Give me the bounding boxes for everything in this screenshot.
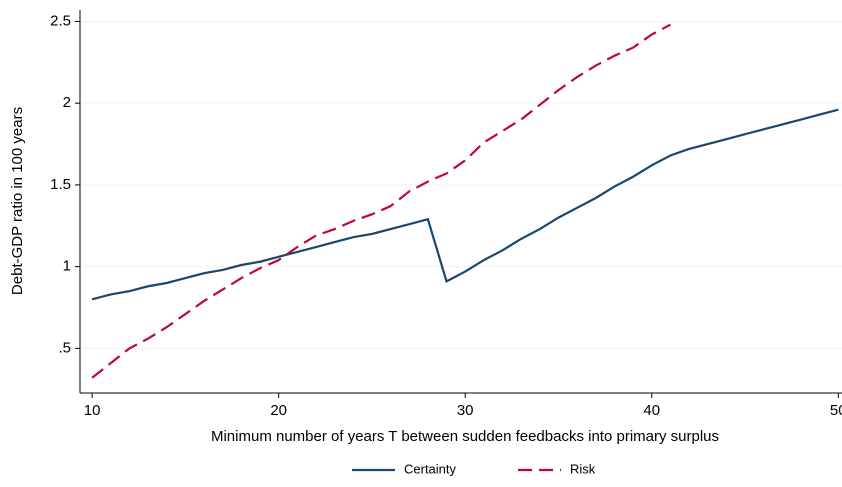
x-tick-label: 20 <box>270 402 287 419</box>
y-axis-title: Debt-GDP ratio in 100 years <box>9 107 26 295</box>
y-tick-label: 1 <box>63 258 71 275</box>
y-tick-label: 2.5 <box>50 12 71 29</box>
x-tick-label: 50 <box>830 402 842 419</box>
legend-label: Certainty <box>404 461 457 476</box>
x-tick-label: 10 <box>84 402 101 419</box>
series-line <box>91 23 671 379</box>
x-tick-label: 30 <box>457 402 474 419</box>
y-tick-label: 2 <box>63 94 71 111</box>
x-tick-label: 40 <box>643 402 660 419</box>
legend-label: Risk <box>570 461 596 476</box>
series-line <box>91 108 839 301</box>
y-tick-label: .5 <box>58 339 71 356</box>
x-axis-title: Minimum number of years T between sudden… <box>211 428 719 445</box>
y-tick-label: 1.5 <box>50 176 71 193</box>
